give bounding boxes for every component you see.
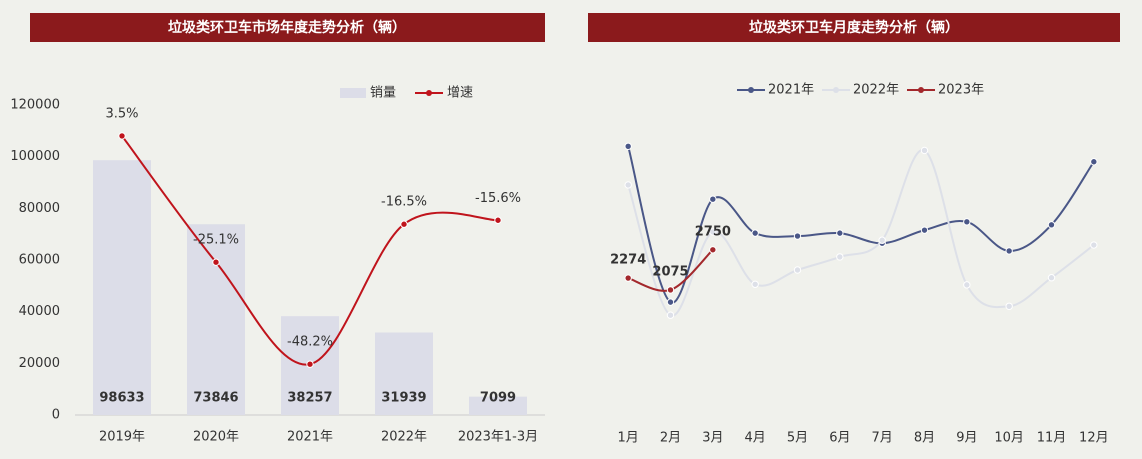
- marker: [1047, 221, 1056, 229]
- marker: [709, 246, 717, 254]
- y-tick-label: 60000: [19, 253, 60, 268]
- marker: [212, 258, 220, 266]
- x-tick-label: 2021年: [287, 430, 333, 445]
- bar-label: 7099: [480, 391, 516, 406]
- marker: [624, 181, 632, 189]
- x-tick-label: 5月: [787, 431, 808, 446]
- y-tick-label: 80000: [19, 201, 60, 216]
- bar: [93, 160, 151, 415]
- data-label: -48.2%: [287, 335, 333, 350]
- marker: [666, 311, 675, 319]
- x-tick-label: 6月: [829, 431, 850, 446]
- marker: [963, 218, 971, 226]
- data-label: 2075: [652, 264, 688, 279]
- data-label: -16.5%: [381, 195, 427, 210]
- legend-label: 增速: [447, 86, 473, 101]
- marker: [793, 266, 802, 274]
- marker: [920, 226, 929, 234]
- marker: [751, 280, 759, 288]
- y-tick-label: 0: [52, 408, 60, 423]
- x-tick-label: 9月: [956, 431, 977, 446]
- bar: [187, 224, 245, 415]
- legend-swatch: [426, 90, 432, 96]
- x-tick-label: 1月: [618, 431, 639, 446]
- marker: [1047, 274, 1056, 282]
- marker: [709, 195, 717, 203]
- bar-label: 73846: [193, 391, 238, 406]
- legend-swatch: [918, 87, 924, 93]
- x-tick-label: 2022年: [381, 430, 427, 445]
- title-bar: [588, 13, 1120, 42]
- legend-label: 销量: [370, 86, 396, 101]
- marker: [963, 281, 971, 289]
- marker: [836, 253, 844, 261]
- marker: [709, 228, 717, 236]
- x-tick-label: 4月: [745, 431, 766, 446]
- marker: [306, 360, 314, 368]
- marker: [1005, 302, 1013, 310]
- chart-title: 垃圾类环卫车月度走势分析（辆）: [749, 19, 959, 36]
- marker: [118, 132, 126, 140]
- x-tick-label: 10月: [994, 431, 1024, 446]
- x-tick-label: 12月: [1079, 431, 1109, 446]
- x-tick-label: 2020年: [193, 430, 239, 445]
- y-tick-label: 40000: [19, 304, 60, 319]
- marker: [624, 142, 632, 150]
- data-label: -15.6%: [475, 191, 521, 206]
- data-label: 3.5%: [105, 106, 138, 121]
- bar: [469, 396, 527, 415]
- y-tick-label: 20000: [19, 356, 60, 371]
- legend-swatch: [340, 88, 366, 98]
- marker: [666, 286, 675, 294]
- x-tick-label: 11月: [1037, 431, 1067, 446]
- x-tick-label: 2019年: [99, 430, 145, 445]
- y-tick-label: 120000: [10, 98, 60, 113]
- bar-label: 98633: [99, 391, 144, 406]
- legend-label: 2023年: [938, 83, 984, 98]
- data-label: -25.1%: [193, 233, 239, 248]
- marker: [1090, 241, 1098, 249]
- x-tick-label: 8月: [914, 431, 935, 446]
- marker: [793, 232, 802, 240]
- bar-label: 31939: [381, 391, 426, 406]
- marker: [1005, 247, 1013, 255]
- data-label: 2750: [695, 224, 731, 239]
- legend-label: 2021年: [768, 83, 814, 98]
- bar: [375, 332, 433, 415]
- x-tick-label: 7月: [872, 431, 893, 446]
- marker: [400, 220, 408, 228]
- data-label: 2274: [610, 253, 646, 268]
- marker: [624, 274, 632, 282]
- bar-label: 38257: [287, 391, 332, 406]
- marker: [751, 229, 759, 237]
- marker: [666, 298, 675, 306]
- legend-label: 2022年: [853, 83, 899, 98]
- legend-swatch: [748, 87, 754, 93]
- chart-title: 垃圾类环卫车市场年度走势分析（辆）: [168, 19, 406, 36]
- x-tick-label: 2023年1-3月: [458, 430, 538, 445]
- marker: [836, 229, 844, 237]
- x-tick-label: 2月: [660, 431, 681, 446]
- marker: [920, 146, 929, 155]
- marker: [878, 236, 886, 244]
- x-tick-label: 3月: [702, 431, 723, 446]
- title-bar: [30, 13, 545, 42]
- marker: [494, 216, 502, 224]
- legend-swatch: [833, 87, 839, 93]
- marker: [1090, 158, 1098, 166]
- y-tick-label: 100000: [10, 149, 60, 164]
